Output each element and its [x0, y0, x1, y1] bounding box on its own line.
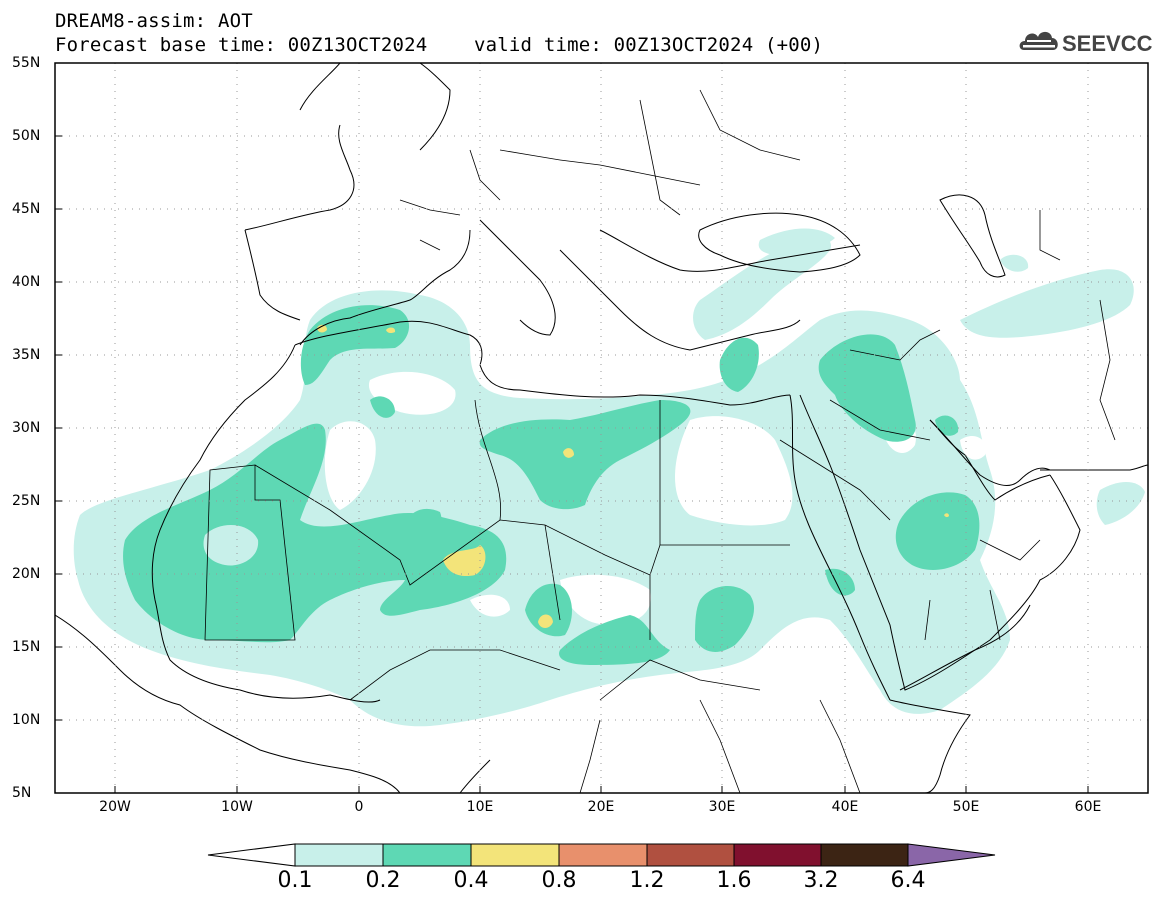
colorbar-label: 1.2: [629, 868, 665, 893]
country-borders: [204, 89, 1116, 793]
lon-label: 30E: [708, 799, 736, 815]
colorbar-box: [294, 843, 384, 867]
aot-level-0.4-region: [317, 324, 949, 628]
seevccc-logo: SEEVCCC: [1019, 31, 1153, 56]
graticule: [55, 63, 1148, 793]
lon-label: 50E: [952, 799, 980, 815]
lat-label: 40N: [12, 274, 41, 290]
forecast-time-subtitle: Forecast base time: 00Z13OCT2024 valid t…: [55, 34, 824, 56]
colorbar-box: [470, 843, 560, 867]
colorbar-box: [558, 843, 648, 867]
colorbar-label: 0.2: [365, 868, 401, 893]
lat-label: 15N: [12, 639, 41, 655]
lon-label: 60E: [1074, 799, 1102, 815]
lon-label: 40E: [831, 799, 859, 815]
colorbar-box: [646, 843, 735, 867]
colorbar-label: 3.2: [803, 868, 839, 893]
lat-label: 35N: [12, 347, 41, 363]
lat-label: 20N: [12, 566, 41, 582]
colorbar-label: 1.6: [716, 868, 752, 893]
colorbar-label: 0.1: [277, 868, 313, 893]
lon-label: 0: [354, 799, 364, 815]
colorbar-box: [820, 843, 909, 867]
colorbar-label: 0.4: [453, 868, 489, 893]
lon-label: 10E: [466, 799, 494, 815]
lat-label: 45N: [12, 201, 41, 217]
lat-label: 5N: [12, 785, 32, 801]
lat-label: 55N: [12, 55, 41, 71]
cloud-icon: [1019, 31, 1058, 50]
lat-label: 30N: [12, 420, 41, 436]
colorbar: [207, 843, 996, 867]
lat-label: 10N: [12, 712, 41, 728]
lat-label: 50N: [12, 128, 41, 144]
colorbar-low-triangle: [207, 843, 296, 867]
coastlines: [55, 63, 1148, 793]
lon-label: 20E: [587, 799, 615, 815]
lon-label: 10W: [221, 799, 253, 815]
colorbar-high-triangle: [907, 843, 996, 867]
colorbar-label: 0.8: [541, 868, 577, 893]
colorbar-box: [382, 843, 472, 867]
map-title: DREAM8-assim: AOT: [55, 10, 253, 32]
colorbar-box: [733, 843, 822, 867]
lon-label: 20W: [99, 799, 131, 815]
logo-text: SEEVCCC: [1062, 31, 1153, 56]
lat-label: 25N: [12, 493, 41, 509]
colorbar-label: 6.4: [890, 868, 926, 893]
